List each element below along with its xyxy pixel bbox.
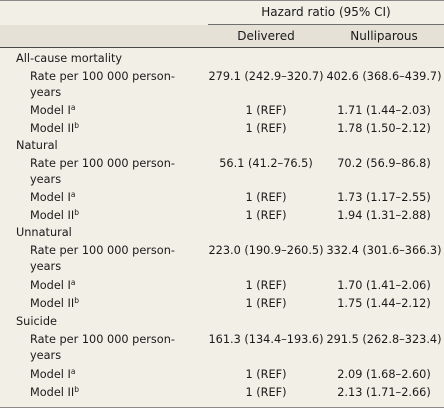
section-title: All-cause mortality xyxy=(16,52,123,65)
cell-delivered: 1 (REF) xyxy=(245,104,287,117)
table-row-model-1: Model Ia 1 (REF) 1.70 (1.41–2.06) xyxy=(0,279,444,295)
row-label-rate-line2: years xyxy=(30,349,62,362)
cell-nulliparous: 1.70 (1.41–2.06) xyxy=(337,279,431,292)
table-row-model-1: Model Ia 1 (REF) 1.71 (1.44–2.03) xyxy=(0,104,444,120)
table-row-model-2: Model IIb 1 (REF) 1.78 (1.50–2.12) xyxy=(0,122,444,138)
cell-nulliparous: 1.78 (1.50–2.12) xyxy=(337,122,431,135)
cell-delivered: 161.3 (134.4–193.6) xyxy=(208,333,324,346)
cell-nulliparous: 332.4 (301.6–366.3) xyxy=(326,244,442,257)
cell-nulliparous: 291.5 (262.8–323.4) xyxy=(326,333,442,346)
table-row-model-2: Model IIb 1 (REF) 2.13 (1.71–2.66) xyxy=(0,386,444,402)
table-row-model-1: Model Ia 1 (REF) 1.73 (1.17–2.55) xyxy=(0,191,444,207)
section-row-suicide: Suicide xyxy=(0,315,444,331)
cell-delivered: 1 (REF) xyxy=(245,297,287,310)
cell-delivered: 56.1 (41.2–76.5) xyxy=(219,157,313,170)
footnote-marker: a xyxy=(70,190,76,199)
footnote-marker: b xyxy=(74,385,79,394)
section-row-unnatural: Unnatural xyxy=(0,226,444,242)
row-label-model-2: Model IIb xyxy=(30,121,79,135)
row-label-model-1: Model Ia xyxy=(30,190,76,204)
section-title: Natural xyxy=(16,139,58,152)
row-label-rate-line1: Rate per 100 000 person- xyxy=(30,333,175,346)
table-row-rate: Rate per 100 000 person- years 223.0 (19… xyxy=(0,244,444,276)
row-label-rate-line2: years xyxy=(30,173,62,186)
footnote-marker: a xyxy=(70,367,76,376)
cell-nulliparous: 1.94 (1.31–2.88) xyxy=(337,209,431,222)
cell-nulliparous: 1.71 (1.44–2.03) xyxy=(337,104,431,117)
row-label-rate-line2: years xyxy=(30,86,62,99)
cell-nulliparous: 1.73 (1.17–2.55) xyxy=(337,191,431,204)
table-top-rule xyxy=(0,0,444,1)
row-label-rate-line2: years xyxy=(30,260,62,273)
section-title: Unnatural xyxy=(16,226,72,239)
cell-nulliparous: 70.2 (56.9–86.8) xyxy=(337,157,431,170)
row-label-model-2: Model IIb xyxy=(30,208,79,222)
table-row-model-2: Model IIb 1 (REF) 1.94 (1.31–2.88) xyxy=(0,209,444,225)
table-row-rate: Rate per 100 000 person- years 279.1 (24… xyxy=(0,70,444,102)
cell-nulliparous: 2.09 (1.68–2.60) xyxy=(337,368,431,381)
footnote-marker: b xyxy=(74,121,79,130)
group-header-hazard-ratio: Hazard ratio (95% CI) xyxy=(261,5,391,19)
row-label-model-1: Model Ia xyxy=(30,367,76,381)
table-row-model-1: Model Ia 1 (REF) 2.09 (1.68–2.60) xyxy=(0,368,444,384)
footnote-marker: b xyxy=(74,208,79,217)
row-label-rate-line1: Rate per 100 000 person- xyxy=(30,70,175,83)
cell-nulliparous: 1.75 (1.44–2.12) xyxy=(337,297,431,310)
cell-nulliparous: 2.13 (1.71–2.66) xyxy=(337,386,431,399)
row-label-model-2: Model IIb xyxy=(30,385,79,399)
table-header-group-row: Hazard ratio (95% CI) xyxy=(0,0,444,25)
group-header-rule xyxy=(208,24,444,25)
footnote-marker: b xyxy=(74,296,79,305)
table-row-model-2: Model IIb 1 (REF) 1.75 (1.44–2.12) xyxy=(0,297,444,313)
footnote-marker: a xyxy=(70,278,76,287)
cell-nulliparous: 402.6 (368.6–439.7) xyxy=(326,70,442,83)
cell-delivered: 1 (REF) xyxy=(245,368,287,381)
column-header-nulliparous: Nulliparous xyxy=(350,29,418,43)
row-label-rate-line1: Rate per 100 000 person- xyxy=(30,244,175,257)
footnote-marker: a xyxy=(70,103,76,112)
table-row-rate: Rate per 100 000 person- years 56.1 (41.… xyxy=(0,157,444,189)
table-row-rate: Rate per 100 000 person- years 161.3 (13… xyxy=(0,333,444,365)
cell-delivered: 1 (REF) xyxy=(245,209,287,222)
cell-delivered: 279.1 (242.9–320.7) xyxy=(208,70,324,83)
cell-delivered: 223.0 (190.9–260.5) xyxy=(208,244,324,257)
cell-delivered: 1 (REF) xyxy=(245,386,287,399)
table-header-row: Delivered Nulliparous xyxy=(0,25,444,48)
cell-delivered: 1 (REF) xyxy=(245,279,287,292)
column-header-delivered: Delivered xyxy=(237,29,295,43)
row-label-model-1: Model Ia xyxy=(30,278,76,292)
row-label-model-1: Model Ia xyxy=(30,103,76,117)
cell-delivered: 1 (REF) xyxy=(245,191,287,204)
row-label-rate-line1: Rate per 100 000 person- xyxy=(30,157,175,170)
section-row-all-cause: All-cause mortality xyxy=(0,52,444,68)
section-row-natural: Natural xyxy=(0,139,444,155)
cell-delivered: 1 (REF) xyxy=(245,122,287,135)
section-title: Suicide xyxy=(16,315,57,328)
row-label-model-2: Model IIb xyxy=(30,296,79,310)
